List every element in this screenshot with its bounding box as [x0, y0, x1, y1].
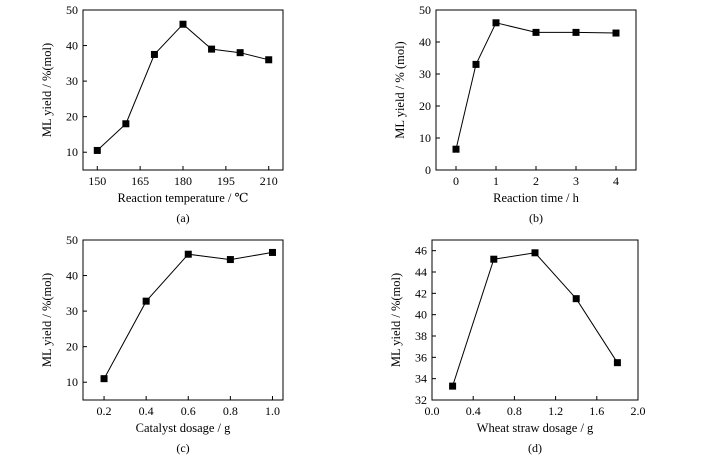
y-tick-label: 20 [66, 340, 78, 354]
data-point [532, 28, 540, 36]
data-point [179, 20, 187, 28]
data-point [93, 146, 101, 154]
data-point [268, 248, 276, 256]
y-tick-label: 20 [419, 99, 431, 113]
chart-panel-4: 0.0 0.4 0.8 1.2 1.6 2.0 32 34 36 38 40 42 44 46 Wheat … [389, 239, 646, 455]
y-axis-title: ML yield / %(mol) [389, 273, 403, 367]
y-tick-label: 32 [415, 393, 427, 407]
y-tick-label: 10 [419, 131, 431, 145]
data-point [449, 382, 457, 390]
x-axis-title: Reaction time / h [493, 191, 579, 205]
y-tick-label: 40 [415, 308, 427, 322]
x-tick-label: 0.4 [139, 404, 154, 418]
x-tick-label: 180 [174, 174, 192, 188]
y-tick-label: 40 [419, 35, 431, 49]
y-tick-label: 40 [66, 269, 78, 283]
data-point [572, 295, 580, 303]
x-tick-label: 0.6 [181, 404, 196, 418]
data-point [122, 120, 130, 128]
panel-label: (a) [176, 211, 189, 225]
y-axis-title: ML yield / %(mol) [40, 273, 54, 367]
y-tick-label: 36 [415, 350, 427, 364]
data-point [150, 50, 158, 58]
x-axis-title: Catalyst dosage / g [136, 421, 232, 435]
x-tick-label: 0.0 [425, 404, 440, 418]
y-tick-label: 50 [66, 233, 78, 247]
y-tick-label: 10 [66, 375, 78, 389]
data-point [184, 250, 192, 258]
y-tick-label: 10 [66, 145, 78, 159]
x-tick-label: 1.2 [548, 404, 563, 418]
y-tick-label: 42 [415, 286, 427, 300]
data-point [100, 375, 108, 383]
data-point [613, 359, 621, 367]
chart-panel-1: 150 165 180 195 210 10 20 30 40 50 Reaction temper… [40, 3, 284, 225]
x-tick-label: 0.8 [507, 404, 522, 418]
data-point [265, 56, 273, 64]
x-axis-title: Reaction temperature / ℃ [118, 191, 249, 205]
plot-frame [82, 239, 284, 401]
y-tick-label: 30 [419, 67, 431, 81]
x-tick-label: 0.2 [97, 404, 112, 418]
data-point [142, 297, 150, 305]
x-tick-label: 4 [613, 174, 619, 188]
panel-label: (b) [529, 211, 543, 225]
series-line [452, 252, 618, 387]
panel-label: (c) [176, 441, 189, 455]
series-line [96, 23, 269, 151]
x-tick-label: 3 [573, 174, 579, 188]
x-tick-label: 210 [260, 174, 278, 188]
data-point [572, 28, 580, 36]
x-axis-title: Wheat straw dosage / g [477, 421, 594, 435]
chart-panel-3: 0.2 0.4 0.6 0.8 1.0 10 20 30 40 50 Catalyst dosage… [40, 233, 284, 455]
y-tick-label: 44 [415, 265, 427, 279]
x-tick-label: 165 [131, 174, 149, 188]
data-point [208, 45, 216, 53]
x-tick-label: 2 [533, 174, 539, 188]
series-line [103, 251, 273, 379]
y-tick-label: 20 [66, 110, 78, 124]
y-tick-label: 38 [415, 329, 427, 343]
data-point [452, 145, 460, 153]
x-tick-label: 195 [217, 174, 235, 188]
data-point [226, 256, 234, 264]
x-tick-label: 1.0 [265, 404, 280, 418]
series-line [455, 22, 617, 150]
panel-label: (d) [528, 441, 542, 455]
y-tick-label: 50 [66, 3, 78, 17]
data-point [490, 255, 498, 263]
data-point [492, 19, 500, 27]
x-tick-label: 150 [88, 174, 106, 188]
x-tick-label: 0.4 [466, 404, 481, 418]
y-tick-label: 30 [66, 304, 78, 318]
x-tick-label: 0 [453, 174, 459, 188]
y-tick-label: 30 [66, 74, 78, 88]
data-point [612, 29, 620, 37]
plot-frame [431, 239, 639, 401]
data-point [472, 60, 480, 68]
x-tick-label: 1 [493, 174, 499, 188]
y-tick-label: 50 [419, 3, 431, 17]
y-tick-label: 46 [415, 244, 427, 258]
data-point [531, 249, 539, 257]
y-axis-title: ML yield / % (mol) [393, 41, 407, 138]
data-point [236, 49, 244, 57]
x-tick-label: 0.8 [223, 404, 238, 418]
y-tick-label: 34 [415, 372, 427, 386]
y-tick-label: 0 [425, 163, 431, 177]
y-tick-label: 40 [66, 39, 78, 53]
plot-frame [82, 9, 284, 171]
y-axis-title: ML yield / %(mol) [40, 43, 54, 137]
x-tick-label: 1.6 [589, 404, 604, 418]
x-tick-label: 2.0 [631, 404, 646, 418]
